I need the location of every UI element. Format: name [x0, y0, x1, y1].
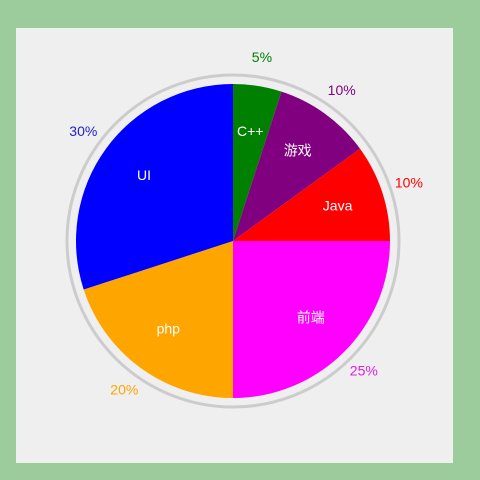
- percent-label-0: 5%: [252, 49, 272, 65]
- percent-label-4: 20%: [110, 381, 138, 397]
- slice-label-4: php: [157, 321, 181, 337]
- pie-slice-1: [233, 91, 361, 242]
- percent-label-1: 10%: [328, 82, 356, 98]
- pie-outer-ring: [65, 73, 401, 409]
- slice-label-5: UI: [137, 167, 151, 183]
- percent-label-2: 10%: [395, 175, 423, 191]
- percent-label-3: 25%: [350, 363, 378, 379]
- pie-slice-0: [233, 84, 282, 241]
- percent-label-5: 30%: [69, 123, 97, 139]
- pie-slice-5: [75, 84, 234, 290]
- pie-slices: [75, 84, 390, 398]
- pie-slice-4: [83, 241, 234, 398]
- slice-label-3: 前端: [297, 310, 325, 326]
- slice-labels: C++ 游戏 Java 前端 php UI: [137, 123, 353, 337]
- percent-labels: 5% 10% 10% 25% 20% 30%: [69, 49, 423, 397]
- slice-label-0: C++: [237, 123, 263, 139]
- slice-label-1: 游戏: [284, 143, 312, 159]
- slice-label-2: Java: [323, 198, 353, 214]
- pie-slice-3: [233, 241, 390, 398]
- pie-slice-2: [233, 148, 390, 241]
